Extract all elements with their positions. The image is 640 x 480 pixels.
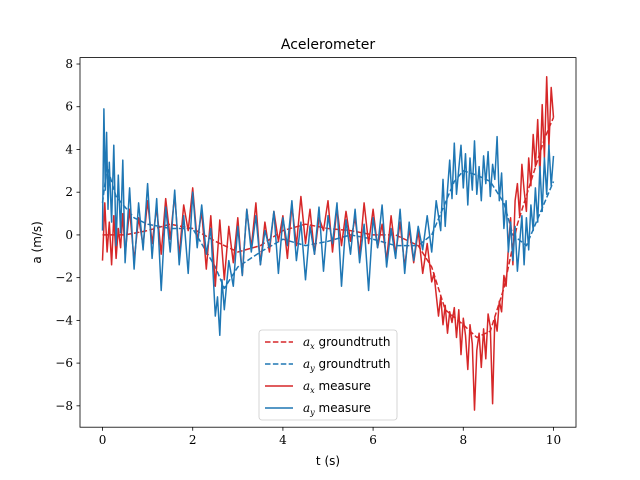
x-tick-label: 2 <box>189 433 197 447</box>
y-tick-label: −8 <box>55 399 73 413</box>
x-axis: 0 2 4 6 8 10 <box>99 427 561 447</box>
series-1-line <box>101 165 555 290</box>
y-tick-label: 4 <box>65 142 73 156</box>
y-tick-label: −4 <box>55 313 73 327</box>
chart-title: Acelerometer <box>281 37 376 53</box>
x-tick-label: 4 <box>279 433 287 447</box>
x-axis-label: t (s) <box>316 454 340 468</box>
y-axis: −8 −6 −4 −2 0 2 4 6 8 <box>55 57 80 413</box>
legend: ax groundtruth ay groundtruth ax measure ay… <box>258 329 398 421</box>
y-tick-label: 2 <box>65 185 73 199</box>
plot-frame <box>79 57 577 428</box>
legend-label: ay measure <box>303 401 371 417</box>
legend-label: ax groundtruth <box>303 335 391 351</box>
x-tick-label: 0 <box>99 433 107 447</box>
legend-box <box>258 329 398 421</box>
x-tick-label: 8 <box>459 433 467 447</box>
legend-label: ax measure <box>303 379 371 395</box>
legend-label: ay groundtruth <box>303 357 391 373</box>
series-3-line <box>101 108 555 337</box>
y-tick-label: 0 <box>65 228 73 242</box>
x-tick-label: 10 <box>546 433 561 447</box>
y-tick-label: −6 <box>55 356 73 370</box>
series-0-line <box>102 117 555 339</box>
x-tick-label: 6 <box>369 433 377 447</box>
y-tick-label: 8 <box>65 57 73 71</box>
y-axis-label: a (m/s) <box>30 221 44 264</box>
y-tick-label: 6 <box>65 100 73 114</box>
y-tick-label: −2 <box>55 271 73 285</box>
series-layer <box>101 76 555 411</box>
